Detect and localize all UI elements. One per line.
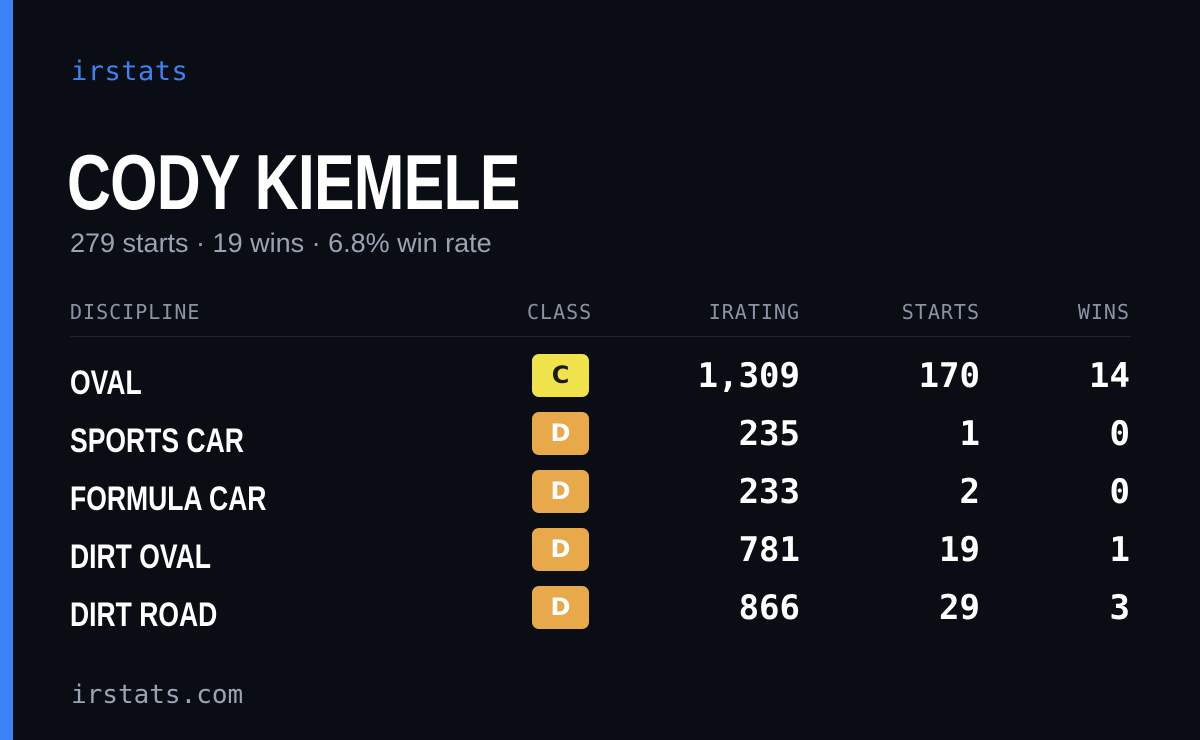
header-irating: IRATING <box>708 300 800 324</box>
irating-value: 866 <box>738 588 800 628</box>
driver-summary: 279 starts · 19 wins · 6.8% win rate <box>70 228 492 258</box>
table-row: OVAL C 1,309 170 14 <box>70 354 1131 412</box>
header-wins: WINS <box>1077 300 1130 324</box>
accent-bar <box>0 0 13 740</box>
discipline-name: SPORTS CAR <box>70 422 244 460</box>
starts-value: 2 <box>959 472 980 512</box>
irating-value: 1,309 <box>697 356 800 396</box>
header-class: CLASS <box>527 300 593 324</box>
starts-value: 170 <box>918 356 980 396</box>
table-row: DIRT ROAD D 866 29 3 <box>70 586 1131 644</box>
table-header: DISCIPLINE CLASS IRATING STARTS WINS <box>70 300 1131 337</box>
wins-value: 1 <box>1109 530 1130 570</box>
wins-value: 0 <box>1109 414 1130 454</box>
discipline-name: DIRT ROAD <box>70 596 218 634</box>
wins-value: 0 <box>1109 472 1130 512</box>
discipline-name: FORMULA CAR <box>70 480 267 518</box>
class-badge: D <box>532 412 589 455</box>
wins-value: 3 <box>1109 588 1130 628</box>
table-row: FORMULA CAR D 233 2 0 <box>70 470 1131 528</box>
starts-value: 1 <box>959 414 980 454</box>
table-row: SPORTS CAR D 235 1 0 <box>70 412 1131 470</box>
discipline-name: OVAL <box>70 364 142 402</box>
irating-value: 233 <box>738 472 800 512</box>
footer-url: irstats.com <box>71 680 244 710</box>
irating-value: 235 <box>738 414 800 454</box>
header-starts: STARTS <box>901 300 980 324</box>
class-badge: C <box>532 354 589 397</box>
class-badge: D <box>532 470 589 513</box>
class-badge: D <box>532 528 589 571</box>
driver-name: CODY KIEMELE <box>67 138 520 226</box>
class-badge: D <box>532 586 589 629</box>
starts-value: 29 <box>939 588 980 628</box>
brand-logo: irstats <box>71 56 189 87</box>
starts-value: 19 <box>939 530 980 570</box>
header-discipline: DISCIPLINE <box>70 300 201 324</box>
irating-value: 781 <box>738 530 800 570</box>
wins-value: 14 <box>1089 356 1130 396</box>
discipline-name: DIRT OVAL <box>70 538 211 576</box>
table-row: DIRT OVAL D 781 19 1 <box>70 528 1131 586</box>
